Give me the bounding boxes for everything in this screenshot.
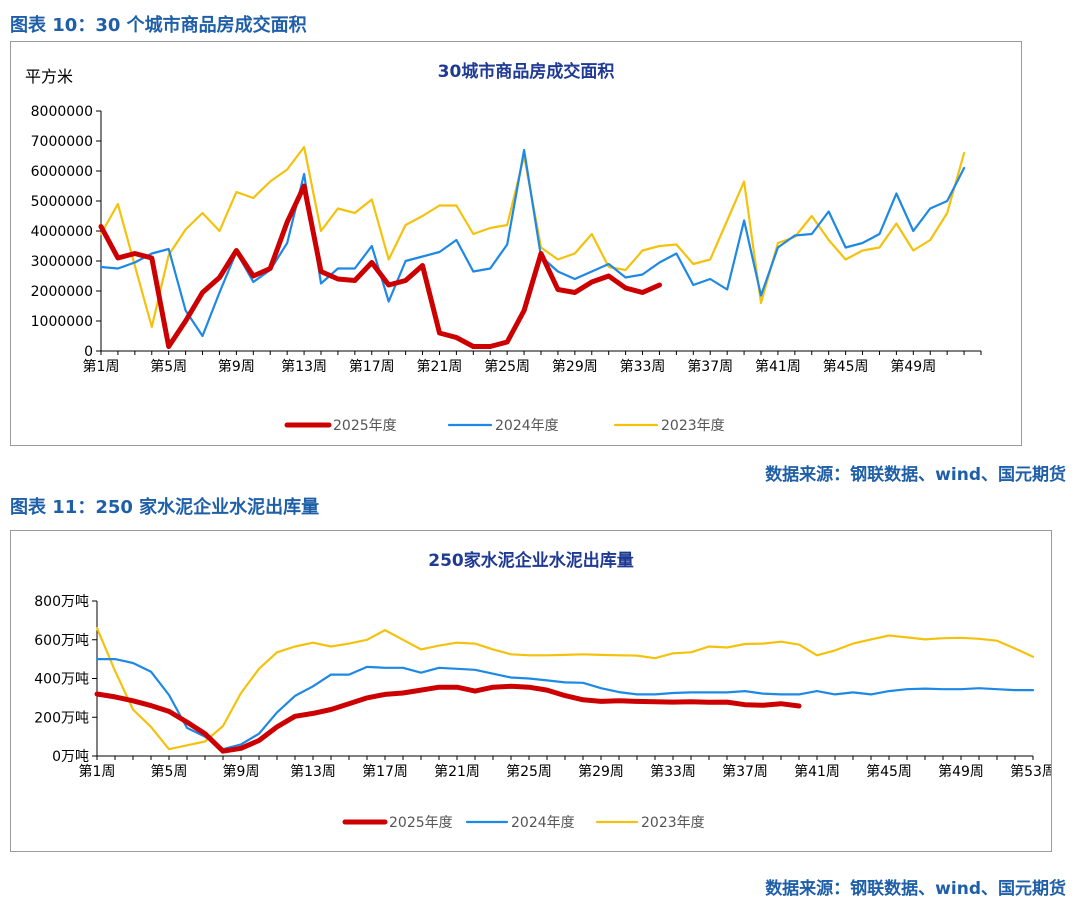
legend-label-2024: 2024年度	[511, 815, 575, 831]
chart1-svg: 30城市商品房成交面积 平方米 0 1000000 2000000 3000000 4000…	[25, 61, 982, 434]
x-tick-label: 第41周	[794, 763, 840, 780]
y-tick-label: 800万吨	[34, 594, 89, 610]
x-tick-label: 第33周	[650, 763, 696, 780]
x-tick-label: 第1周	[83, 358, 120, 375]
x-tick-label: 第25周	[506, 763, 552, 780]
series-line-2023	[99, 145, 966, 329]
y-tick-label: 200万吨	[34, 710, 89, 726]
y-tick-label: 1000000	[31, 314, 93, 330]
y-tick-label: 0	[84, 344, 93, 360]
y-tick-label: 7000000	[31, 134, 93, 150]
y-tick-label: 600万吨	[34, 633, 89, 649]
x-tick-label: 第9周	[218, 358, 255, 375]
x-tick-label: 第13周	[281, 358, 327, 375]
x-tick-label: 第45周	[823, 358, 869, 375]
x-tick-label: 第21周	[434, 763, 480, 780]
x-tick-label: 第17周	[362, 763, 408, 780]
x-tick-label: 第25周	[484, 358, 530, 375]
chart2-panel: 250家水泥企业水泥出库量 0万吨 200万吨 400万吨 600万吨 800万吨第1周 第…	[10, 530, 1056, 852]
x-tick-label: 第53周	[1010, 763, 1051, 780]
x-tick-label: 第5周	[151, 763, 188, 780]
x-tick-label: 第9周	[223, 763, 260, 780]
figure1-source: 数据来源：钢联数据、wind、国元期货	[765, 465, 1066, 485]
x-tick-label: 第49周	[938, 763, 984, 780]
y-tick-label: 5000000	[31, 194, 93, 210]
legend-label-2025: 2025年度	[333, 418, 397, 434]
chart1-panel: 30城市商品房成交面积 平方米 0 1000000 2000000 3000000 4000…	[10, 41, 1022, 446]
series-line-2024	[99, 148, 966, 338]
y-tick-label: 8000000	[31, 104, 93, 120]
x-tick-label: 第21周	[417, 358, 463, 375]
x-tick-label: 第29周	[552, 358, 598, 375]
x-tick-label: 第5周	[150, 358, 187, 375]
series-line-2025	[94, 683, 802, 754]
y-tick-label: 4000000	[31, 224, 93, 240]
series-line-2023	[95, 626, 1035, 751]
y-tick-label: 0万吨	[52, 749, 89, 765]
x-tick-label: 第1周	[79, 763, 116, 780]
figure2-caption: 图表 11：250 家水泥企业水泥出库量	[10, 497, 320, 518]
figure1-caption: 图表 10：30 个城市商品房成交面积	[10, 15, 307, 36]
y-axis-label: 平方米	[25, 67, 73, 86]
figure2-source: 数据来源：钢联数据、wind、国元期货	[765, 879, 1066, 899]
legend-label-2023: 2023年度	[661, 418, 725, 434]
chart-title: 250家水泥企业水泥出库量	[428, 550, 634, 571]
y-tick-label: 3000000	[31, 254, 93, 270]
series-line-2025	[98, 183, 662, 349]
y-tick-label: 400万吨	[34, 672, 89, 688]
x-tick-label: 第13周	[290, 763, 336, 780]
x-tick-label: 第37周	[687, 358, 733, 375]
chart-title: 30城市商品房成交面积	[438, 61, 615, 82]
x-tick-label: 第33周	[620, 358, 666, 375]
x-tick-label: 第17周	[349, 358, 395, 375]
series-line-2024	[95, 658, 1035, 751]
y-tick-label: 6000000	[31, 164, 93, 180]
y-tick-label: 2000000	[31, 284, 93, 300]
legend-label-2025: 2025年度	[389, 815, 453, 831]
x-tick-label: 第29周	[578, 763, 624, 780]
legend-label-2024: 2024年度	[495, 418, 559, 434]
x-tick-label: 第45周	[866, 763, 912, 780]
x-tick-label: 第49周	[890, 358, 936, 375]
x-tick-label: 第41周	[755, 358, 801, 375]
legend-label-2023: 2023年度	[641, 815, 705, 831]
x-tick-label: 第37周	[722, 763, 768, 780]
